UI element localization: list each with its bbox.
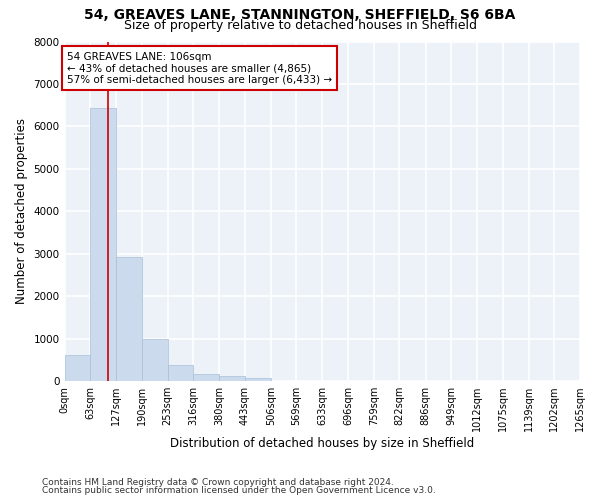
Bar bbox=[167, 365, 193, 381]
Bar bbox=[193, 374, 220, 381]
Bar bbox=[65, 355, 90, 381]
Bar bbox=[245, 378, 271, 381]
Text: Contains HM Land Registry data © Crown copyright and database right 2024.: Contains HM Land Registry data © Crown c… bbox=[42, 478, 394, 487]
X-axis label: Distribution of detached houses by size in Sheffield: Distribution of detached houses by size … bbox=[170, 437, 475, 450]
Y-axis label: Number of detached properties: Number of detached properties bbox=[15, 118, 28, 304]
Text: Size of property relative to detached houses in Sheffield: Size of property relative to detached ho… bbox=[124, 18, 476, 32]
Text: 54, GREAVES LANE, STANNINGTON, SHEFFIELD, S6 6BA: 54, GREAVES LANE, STANNINGTON, SHEFFIELD… bbox=[85, 8, 515, 22]
Bar bbox=[142, 338, 167, 381]
Bar bbox=[116, 257, 142, 381]
Bar bbox=[90, 108, 116, 381]
Bar bbox=[220, 376, 245, 381]
Text: Contains public sector information licensed under the Open Government Licence v3: Contains public sector information licen… bbox=[42, 486, 436, 495]
Text: 54 GREAVES LANE: 106sqm
← 43% of detached houses are smaller (4,865)
57% of semi: 54 GREAVES LANE: 106sqm ← 43% of detache… bbox=[67, 52, 332, 85]
